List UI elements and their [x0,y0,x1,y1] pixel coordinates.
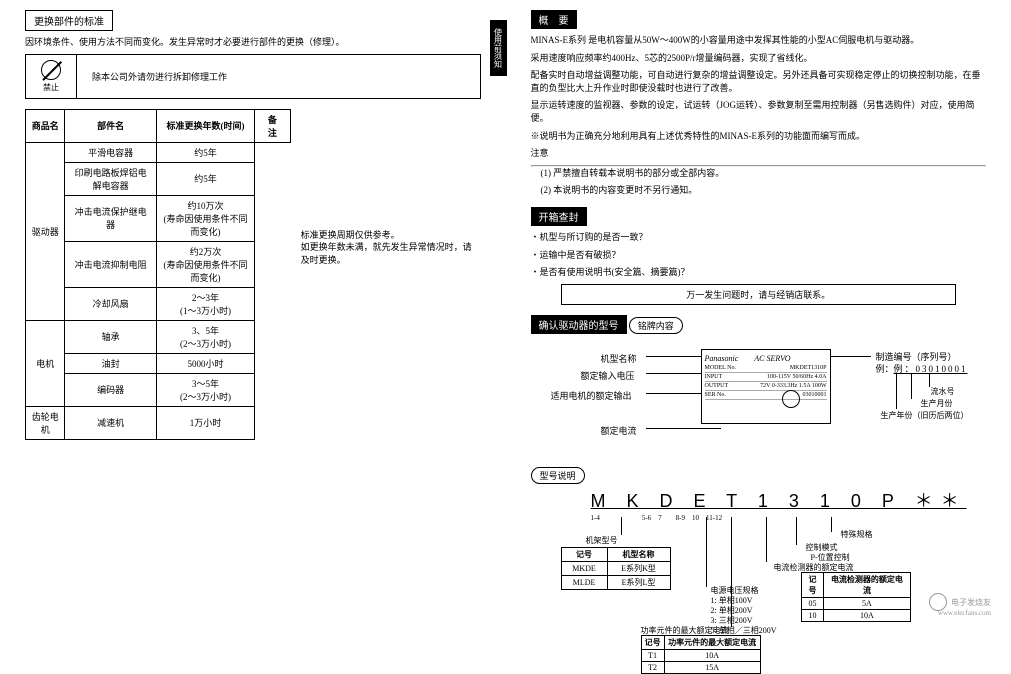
cell: 冲击电流保护继电器 [65,195,156,241]
power-table: 记号功率元件的最大额定电流 T110A T215A [641,635,761,674]
nameplate-diagram: 机型名称 额定输入电压 适用电机的额定输出 额定电流 Panasonic AC … [571,344,987,444]
cell: 冷却风扇 [65,287,156,320]
th-period: 标准更换年数(时间) [156,109,254,142]
prohibit-icon [41,60,61,80]
plate-subtitle: 铭牌内容 [629,317,683,334]
cell: 驱动器 [26,142,65,320]
cell: 1万小时 [156,406,254,439]
lbl-model: 机型名称 [601,352,637,365]
cell: 约2万次 (寿命因使用条件不同而变化) [156,241,254,287]
lbl-output: 适用电机的额定输出 [551,389,632,402]
overview-p: 显示运转速度的监视器、参数的设定，试运转（JOG运转）、参数复制至需用控制器（另… [531,99,987,124]
prohibit-label: 禁止 [41,82,61,93]
current-table: 记号电流检测器的额定电流 055A 1010A [801,572,911,622]
cell: 印刷电路板焊铝电解电容器 [65,162,156,195]
lbl-voltage: 额定输入电压 [581,369,635,382]
cell: 齿轮电机 [26,406,65,439]
model-subtitle: 型号说明 [531,467,585,484]
cell: 3、5年 (2～3万小时) [156,320,254,353]
footer-url: www.elecfans.com [938,609,991,617]
overview-title: 概 要 [531,10,577,29]
warning-text: 除本公司外请勿进行拆卸修理工作 [77,65,480,88]
nameplate-box: Panasonic AC SERVO MODEL No.MKDET1310P I… [701,349,831,424]
table-note: 标准更换周期仅供参考。 如更换年数未满，就先发生异常情况时，请及时更换。 [301,229,481,267]
overview-p: ※说明书为正确充分地利用具有上述优秀特性的MINAS-E系列的功能面而编写而成。 [531,130,987,143]
cell: 约5年 [156,162,254,195]
cell: 编码器 [65,373,156,406]
lbl-month: 生产月份 [921,398,953,409]
cell: 3～5年 (2～3万小时) [156,373,254,406]
contact-box: 万一发生问题时，请与经销店联系。 [561,284,957,305]
section-title-replace-std: 更换部件的标准 [25,10,113,31]
frame-label: 机架型号 [586,535,618,546]
cell: 冲击电流抑制电阻 [65,241,156,287]
cell: 平滑电容器 [65,142,156,162]
cell: 减速机 [65,406,156,439]
unpack-item: ・是否有使用说明书(安全篇、摘要篇)？ [531,266,987,279]
confirm-title: 确认驱动器的型号 [531,315,627,334]
replacement-table: 商品名 部件名 标准更换年数(时间) 备 注 驱动器 平滑电容器 约5年 印刷电… [25,109,291,440]
note-heading: 注意 [531,147,987,160]
overview-p: 采用速度响应频率约400Hz、5芯的2500P/r增量编码器，实现了省线化。 [531,52,987,65]
footer-brand: 电子发烧友 [951,597,991,608]
lbl-serial-ex: 例：例：03010001 [876,362,968,375]
cell: 2～3年 (1～3万小时) [156,287,254,320]
unpack-item: ・运输中是否有破损？ [531,249,987,262]
model-breakdown: M K D E T 1 3 1 0 P ＊＊ 1-4 5-6 7 8-9 10 … [531,487,987,667]
intro-text: 因环境条件、使用方法不同而变化。发生异常时才必要进行部件的更换（修理）。 [25,36,481,49]
lbl-year: 生产年份（旧历后两位） [881,410,969,421]
th-part: 部件名 [65,109,156,142]
lbl-flow: 流水号 [931,386,955,397]
note-item: (2) 本说明书的内容变更时不另行通知。 [541,184,987,197]
th-remark: 备 注 [255,109,291,142]
th-product: 商品名 [26,109,65,142]
warning-box: 禁止 除本公司外请勿进行拆卸修理工作 [25,54,481,99]
frame-table: 记号机型名称 MKDEE系列K型 MLDEE系列L型 [561,547,671,590]
cell: 电机 [26,320,65,406]
side-tab: 使用前须知 [490,20,507,76]
cell: 约10万次 (寿命因使用条件不同而变化) [156,195,254,241]
overview-p: MINAS-E系列 是电机容量从50W～400W的小容量用途中发挥其性能的小型A… [531,34,987,47]
model-string: M K D E T 1 3 1 0 P ＊＊ [591,487,987,513]
spec-label: 特殊规格 [841,529,873,540]
overview-p: 配备实时自动增益调整功能，可自动进行复杂的增益调整设定。另外还具备可实现稳定停止… [531,69,987,94]
cell: 油封 [65,353,156,373]
cell: 5000小时 [156,353,254,373]
plate-servo: AC SERVO [754,354,790,363]
unpack-item: ・机型与所订购的是否一致？ [531,231,987,244]
plate-brand: Panasonic [705,354,739,363]
lbl-current: 额定电流 [601,424,637,437]
note-item: (1) 严禁擅自转载本说明书的部分或全部内容。 [541,167,987,180]
model-indices: 1-4 5-6 7 8-9 10 11-12 [591,513,987,523]
cell: 轴承 [65,320,156,353]
unpack-title: 开箱查封 [531,207,587,226]
cell: 约5年 [156,142,254,162]
